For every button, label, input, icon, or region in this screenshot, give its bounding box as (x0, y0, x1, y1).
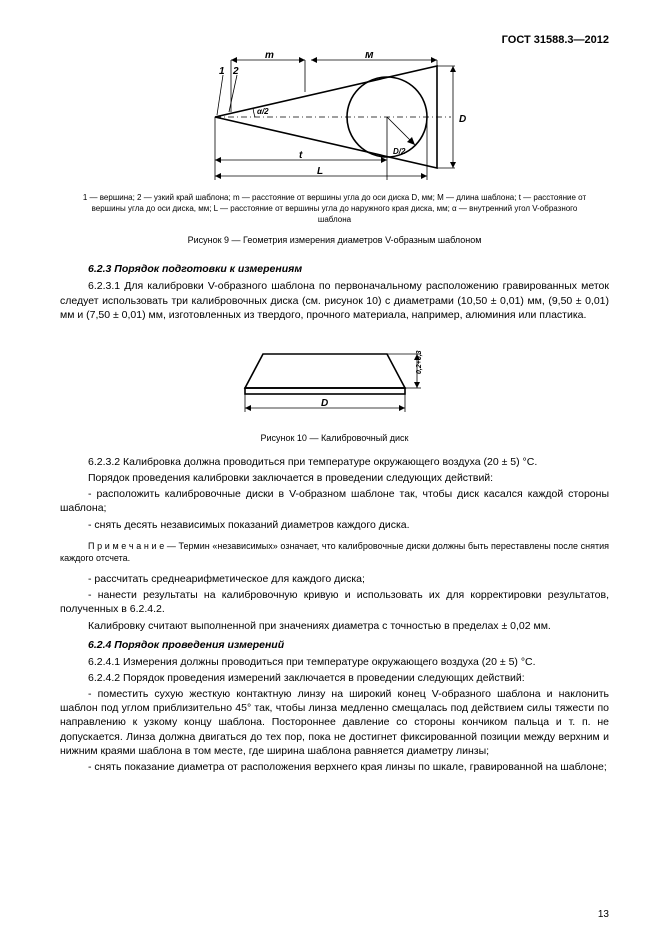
paragraph-6232-end: Калибровку считают выполненной при значе… (60, 619, 609, 633)
note-6232: П р и м е ч а н и е — Термин «независимы… (60, 540, 609, 564)
bullet-6232-4: - нанести результаты на калибровочную кр… (60, 588, 609, 616)
fig9-label-2: 2 (232, 66, 239, 77)
fig9-label-alpha2: α/2 (257, 107, 269, 116)
bullet-6232-1: - расположить калибровочные диски в V-об… (60, 487, 609, 515)
figure-9-title: Рисунок 9 — Геометрия измерения диаметро… (60, 235, 609, 245)
figure-10-title: Рисунок 10 — Калибровочный диск (60, 433, 609, 443)
fig9-label-m: m (265, 52, 274, 61)
figure-9-key: 1 — вершина; 2 — узкий край шаблона; m —… (80, 193, 589, 225)
figure-10: D 0,2+0,3 (60, 338, 609, 423)
fig9-label-D2: D/2 (393, 147, 406, 156)
paragraph-6-2-3-2a: 6.2.3.2 Калибровка должна проводиться пр… (60, 455, 609, 469)
paragraph-6-2-4-2: 6.2.4.2 Порядок проведения измерений зак… (60, 671, 609, 685)
fig9-label-1: 1 (219, 66, 225, 77)
header-standard-code: ГОСТ 31588.3—2012 (60, 34, 609, 46)
bullet-624-1: - поместить сухую жесткую контактную лин… (60, 687, 609, 758)
bullet-6232-2: - снять десять независимых показаний диа… (60, 518, 609, 532)
heading-6-2-4: 6.2.4 Порядок проведения измерений (60, 639, 609, 651)
figure-9: m M 1 2 α/2 D/2 D t L (60, 52, 609, 187)
fig10-label-D: D (321, 398, 328, 409)
page-number: 13 (598, 909, 609, 920)
bullet-6232-3: - рассчитать среднеарифметическое для ка… (60, 572, 609, 586)
fig10-label-height: 0,2+0,3 (416, 350, 423, 374)
fig9-label-D: D (459, 114, 466, 125)
figure-10-svg: D 0,2+0,3 (215, 338, 455, 418)
heading-6-2-3: 6.2.3 Порядок подготовки к измерениям (60, 263, 609, 275)
paragraph-6-2-3-2b: Порядок проведения калибровки заключаетс… (60, 471, 609, 485)
bullet-624-2: - снять показание диаметра от расположен… (60, 760, 609, 774)
fig9-label-t: t (299, 150, 303, 161)
figure-9-svg: m M 1 2 α/2 D/2 D t L (195, 52, 475, 182)
fig9-label-M: M (365, 52, 374, 61)
fig9-label-L: L (317, 166, 323, 177)
paragraph-6-2-3-1: 6.2.3.1 Для калибровки V-образного шабло… (60, 279, 609, 322)
paragraph-6-2-4-1: 6.2.4.1 Измерения должны проводиться при… (60, 655, 609, 669)
